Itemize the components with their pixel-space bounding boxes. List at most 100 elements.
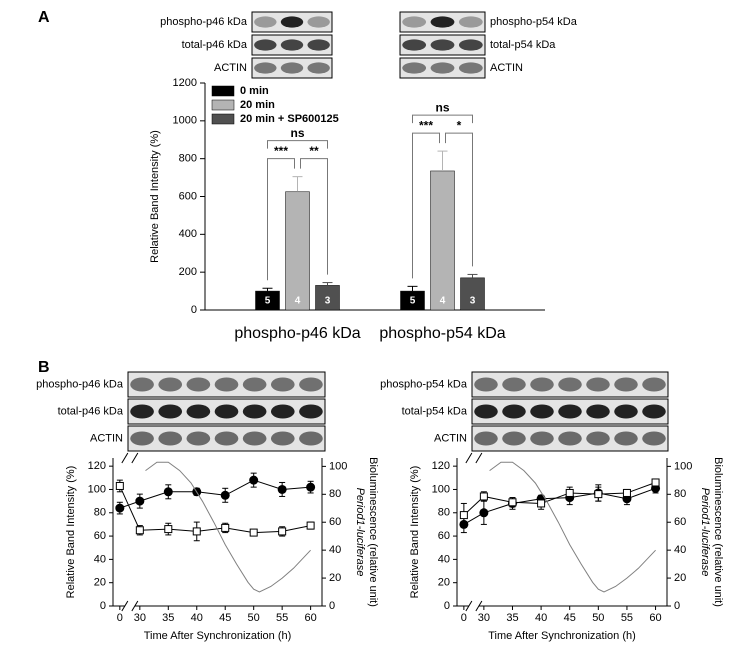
y-tick-label: 1000 [173, 115, 197, 127]
significance-label: *** [274, 144, 288, 158]
error-bar [262, 287, 273, 292]
blot-band [158, 377, 183, 392]
blot-band [280, 39, 304, 51]
blot-label: ACTIN [214, 62, 247, 74]
legend-swatch [211, 85, 235, 97]
point [565, 488, 574, 497]
axis-break-mark [121, 452, 129, 464]
axis-break-mark [131, 600, 139, 612]
blot-label: phospho-p54 kDa [490, 16, 578, 28]
legend-label: 20 min + SP600125 [240, 113, 339, 125]
blot-band [270, 377, 295, 392]
blot-label: total-p54 kDa [402, 405, 468, 417]
blot-band [558, 431, 582, 446]
y-tick-label: 400 [179, 228, 197, 240]
x-tick-label: 45 [564, 612, 576, 624]
blot-band [642, 377, 666, 392]
n-label: 5 [265, 296, 271, 307]
point [479, 492, 488, 501]
point [135, 496, 145, 506]
blot-band [614, 431, 638, 446]
blot-band [530, 377, 554, 392]
significance-bracket [267, 140, 328, 149]
x-tick-label: 40 [191, 612, 203, 624]
connector [119, 485, 311, 534]
blot-band [280, 62, 304, 74]
point [115, 503, 125, 513]
axis-break-mark [465, 600, 473, 612]
y-tick-label: 1200 [173, 77, 197, 89]
connector [463, 482, 656, 516]
y2-tick-label: 0 [329, 600, 335, 612]
significance-bracket [412, 114, 473, 124]
point [508, 498, 517, 507]
axis-break-mark [475, 600, 483, 612]
point [278, 527, 287, 536]
legend-swatch [211, 113, 235, 125]
line [145, 461, 311, 593]
blot-band [402, 39, 427, 51]
point [622, 488, 631, 497]
y2-tick-label: 60 [329, 516, 341, 528]
blot-band [130, 377, 154, 392]
y2-tick-label: 80 [329, 488, 341, 500]
connector [119, 479, 311, 509]
blot-band [614, 377, 638, 392]
legend-label: 20 min [240, 99, 275, 111]
error-bar [437, 150, 448, 171]
legend-swatch [211, 99, 235, 111]
y2-tick-label: 40 [674, 544, 686, 556]
x-tick-label: phospho-p46 kDa [234, 325, 360, 342]
blot-band [254, 16, 277, 28]
point [221, 523, 230, 532]
y2-axis-label: Period1-luciferase [699, 488, 711, 577]
point [479, 508, 489, 518]
x-tick-label: 55 [276, 612, 288, 624]
y-tick-label: 120 [432, 460, 450, 472]
line [489, 461, 656, 593]
blot-band [307, 62, 330, 74]
bar [460, 277, 485, 311]
blot-band [402, 16, 427, 28]
n-label: 3 [325, 296, 331, 307]
point [135, 526, 144, 535]
blot-band [158, 404, 183, 419]
x-tick-label: 45 [219, 612, 231, 624]
blot-band [254, 39, 277, 51]
y2-tick-label: 100 [329, 460, 347, 472]
error-bar [322, 282, 333, 286]
y2-axis-label: Bioluminescence (relative unit) [367, 457, 379, 607]
axis-break-mark [131, 452, 139, 464]
axis-break-mark [475, 452, 483, 464]
significance-label: ** [309, 144, 319, 158]
blot-band [186, 377, 211, 392]
y2-tick-label: 20 [329, 572, 341, 584]
blot-band [242, 377, 267, 392]
blot-band [158, 431, 183, 446]
error-bar [407, 285, 418, 292]
y-tick-label: 120 [88, 460, 106, 472]
panel-label: A [38, 9, 50, 26]
bar [430, 170, 455, 311]
significance-bracket [300, 158, 328, 275]
y2-tick-label: 80 [674, 488, 686, 500]
point [306, 482, 316, 492]
blot-band [270, 404, 295, 419]
y-tick-label: 0 [191, 304, 197, 316]
point [115, 481, 124, 490]
error-bar [292, 176, 303, 192]
blot-band [458, 39, 483, 51]
blot-band [430, 39, 455, 51]
y2-tick-label: 40 [329, 544, 341, 556]
blot-label: phospho-p46 kDa [160, 16, 248, 28]
y-tick-label: 80 [438, 507, 450, 519]
point [164, 525, 173, 534]
y-tick-label: 100 [88, 483, 106, 495]
blot-label: ACTIN [490, 62, 523, 74]
blot-band [558, 404, 582, 419]
x-tick-label: 0 [117, 612, 123, 624]
y-tick-label: 60 [94, 530, 106, 542]
blot-label: total-p46 kDa [182, 39, 248, 51]
x-tick-label: 50 [248, 612, 260, 624]
blot-band [299, 404, 323, 419]
